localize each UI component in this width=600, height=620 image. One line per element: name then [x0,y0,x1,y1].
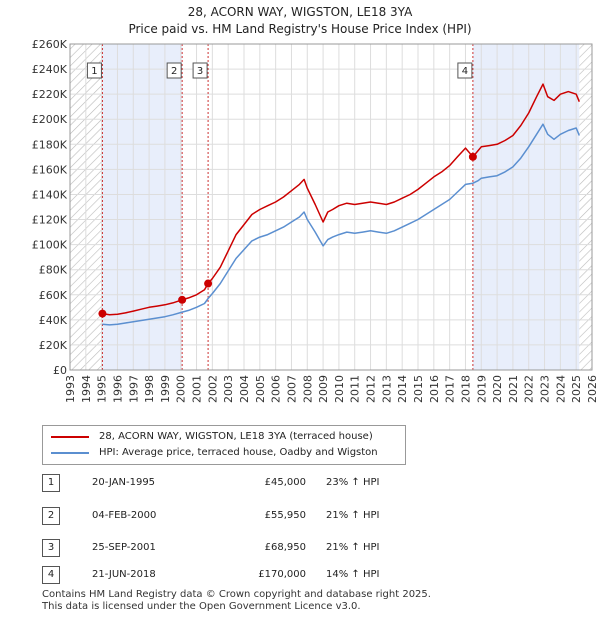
x-tick-label: 2005 [254,375,267,403]
y-tick-label: £40K [39,314,68,327]
transaction-price: £45,000 [264,477,306,488]
transaction-marker-label-4: 4 [462,66,468,77]
transaction-marker-box-2 [166,62,182,79]
transaction-marker-label-3: 3 [197,66,203,77]
x-tick-label: 2002 [206,375,219,403]
x-tick-label: 2014 [396,375,409,403]
x-tick-label: 2020 [491,375,504,403]
y-tick-label: £260K [32,38,68,51]
x-tick-label: 2012 [365,375,378,403]
x-tick-label: 1999 [159,375,172,403]
chart-title: 28, ACORN WAY, WIGSTON, LE18 3YA Price p… [0,4,600,38]
transaction-row-3: 3 25-SEP-2001 £68,950 21% ↑ HPI [42,539,442,557]
transaction-date: 04-FEB-2000 [92,510,157,521]
x-tick-label: 1997 [127,375,140,403]
x-tick-label: 1993 [64,375,77,403]
plot-border [69,43,593,371]
transaction-point-2 [178,295,187,304]
y-tick-label: £200K [32,113,68,126]
x-tick-label: 2000 [175,375,188,403]
legend-swatch-hpi [51,452,89,454]
x-tick-label: 2026 [586,375,599,403]
x-tick-label: 2003 [222,375,235,403]
transaction-marker-box-1 [86,62,102,79]
y-tick-label: £240K [32,63,68,76]
transaction-number: 4 [42,566,60,584]
transaction-marker-box-3 [192,62,208,79]
x-tick-label: 2016 [428,375,441,403]
price-chart: £0 £20K £40K £60K £80K £100K £120K £140K £160K £1… [32,38,599,403]
transaction-hpi: 23% ↑ HPI [326,477,380,488]
transaction-hpi: 14% ↑ HPI [326,569,380,580]
transaction-hpi: 21% ↑ HPI [326,510,380,521]
x-tick-label: 2018 [459,375,472,403]
x-tick-label: 1995 [96,375,109,403]
x-tick-label: 2009 [317,375,330,403]
title-line-1: 28, ACORN WAY, WIGSTON, LE18 3YA [187,5,413,19]
y-tick-label: £160K [32,163,68,176]
transaction-point-3 [204,279,213,288]
x-tick-label: 2007 [285,375,298,403]
transaction-date: 20-JAN-1995 [92,477,156,488]
x-tick-label: 2024 [554,375,567,403]
x-tick-label: 1994 [80,375,93,403]
y-tick-label: £20K [39,339,68,352]
transaction-point-1 [98,309,107,318]
y-tick-label: £60K [39,289,68,302]
transaction-date: 25-SEP-2001 [92,542,156,553]
y-tick-label: £0 [53,364,67,377]
x-tick-label: 2010 [333,375,346,403]
x-tick-label: 2019 [475,375,488,403]
legend: 28, ACORN WAY, WIGSTON, LE18 3YA (terrac… [42,425,406,465]
transaction-point-4 [468,152,477,161]
hpi-line [102,123,580,326]
x-tick-label: 2008 [301,375,314,403]
transaction-date: 21-JUN-2018 [92,569,156,580]
x-tick-label: 1998 [143,375,156,403]
legend-label-price: 28, ACORN WAY, WIGSTON, LE18 3YA (terrac… [99,431,373,442]
transaction-row-1: 1 20-JAN-1995 £45,000 23% ↑ HPI [42,474,442,492]
transaction-number: 1 [42,474,60,492]
y-tick-label: £180K [32,138,68,151]
x-tick-label: 2022 [523,375,536,403]
x-tick-label: 2025 [570,375,583,403]
y-tick-label: £100K [32,239,68,252]
footer-line-2: This data is licensed under the Open Gov… [42,601,361,612]
transaction-number: 2 [42,507,60,525]
footer: Contains HM Land Registry data © Crown c… [42,589,431,613]
x-tick-label: 2001 [191,375,204,403]
title-line-2: Price paid vs. HM Land Registry's House … [128,22,472,36]
transaction-hpi: 21% ↑ HPI [326,542,380,553]
x-tick-label: 2023 [539,375,552,403]
transaction-price: £170,000 [258,569,306,580]
x-tick-label: 2021 [507,375,520,403]
transaction-row-2: 2 04-FEB-2000 £55,950 21% ↑ HPI [42,507,442,525]
x-tick-label: 1996 [111,375,124,403]
price-paid-line [102,83,580,316]
x-tick-label: 2015 [412,375,425,403]
y-tick-label: £140K [32,188,68,201]
transaction-number: 3 [42,539,60,557]
transaction-row-4: 4 21-JUN-2018 £170,000 14% ↑ HPI [42,566,442,584]
x-tick-label: 2017 [444,375,457,403]
transaction-price: £68,950 [264,542,306,553]
y-tick-label: £120K [32,214,68,227]
transaction-marker-box-4 [457,62,473,79]
transaction-marker-label-1: 1 [91,66,97,77]
hatched-range-2 [579,44,592,370]
y-tick-label: £220K [32,88,68,101]
transaction-price: £55,950 [264,510,306,521]
legend-label-hpi: HPI: Average price, terraced house, Oadb… [99,447,378,458]
shaded-range-1 [102,44,183,370]
x-tick-label: 2013 [380,375,393,403]
x-tick-label: 2004 [238,375,251,403]
x-tick-label: 2006 [270,375,283,403]
y-tick-label: £80K [39,264,68,277]
footer-line-1: Contains HM Land Registry data © Crown c… [42,589,431,600]
x-tick-label: 2011 [349,375,362,403]
legend-swatch-price [51,436,89,438]
transaction-marker-label-2: 2 [171,66,177,77]
shaded-range-2 [472,44,580,370]
